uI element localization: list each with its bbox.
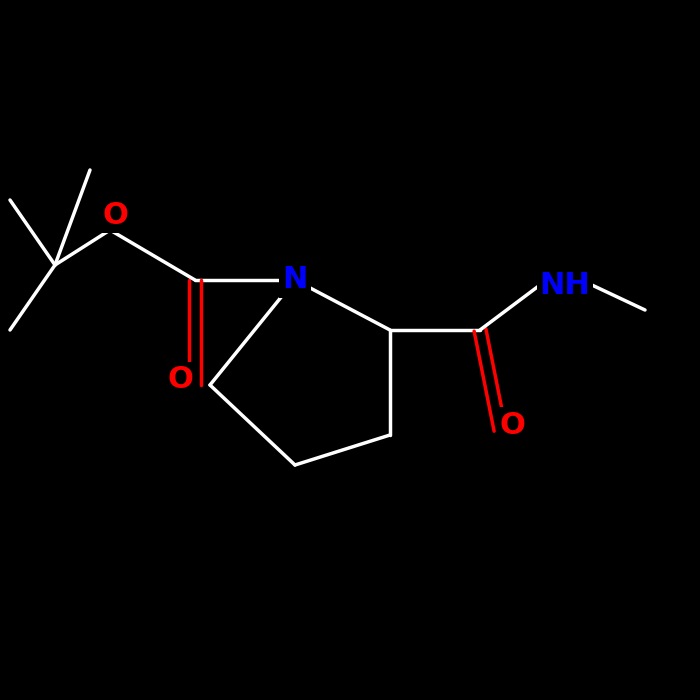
- Text: O: O: [499, 410, 525, 440]
- Text: O: O: [167, 365, 193, 395]
- Text: O: O: [102, 200, 128, 230]
- Text: NH: NH: [540, 270, 590, 300]
- Text: N: N: [282, 265, 308, 295]
